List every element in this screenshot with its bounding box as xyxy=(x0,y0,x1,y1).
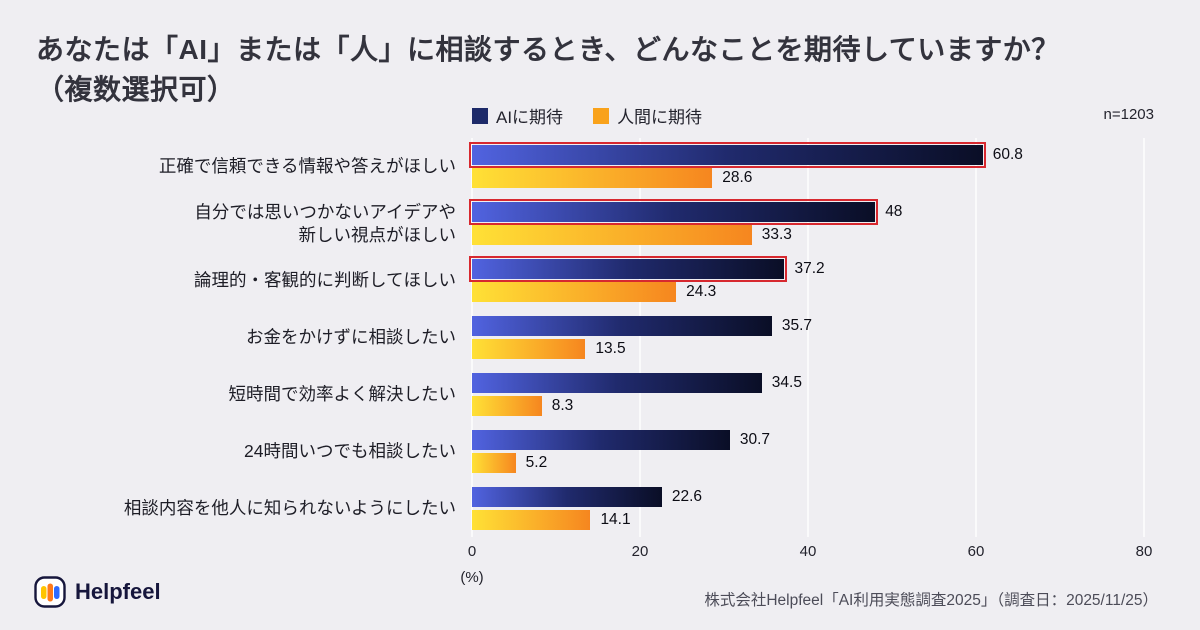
value-label: 24.3 xyxy=(686,283,717,300)
ai-bar xyxy=(472,487,662,507)
x-tick-label: 40 xyxy=(799,543,817,560)
human-bar-line: 14.1 xyxy=(472,510,1144,530)
legend-item: AIに期待 xyxy=(472,103,563,128)
category-label: 相談内容を他人に知られないようにしたい xyxy=(123,498,456,519)
x-axis: (%) 0 20 40 60 80 xyxy=(460,543,1152,593)
value-label: 8.3 xyxy=(551,397,574,414)
legend-swatch xyxy=(472,107,488,124)
chart-row: 24時間いつでも相談したい 30.7 5.2 xyxy=(0,423,1200,480)
ai-bar-line: 48 xyxy=(468,199,1144,225)
value-label: 30.7 xyxy=(739,431,771,448)
ai-bar xyxy=(469,142,986,168)
ai-bar-line: 35.7 xyxy=(472,316,1144,336)
ai-bar xyxy=(472,430,730,450)
legend-item: 人間に期待 xyxy=(593,103,702,128)
value-label: 22.6 xyxy=(671,488,702,505)
x-axis-unit: (%) xyxy=(460,569,484,586)
ai-bar-line: 34.5 xyxy=(472,373,1144,393)
page-title-line1: あなたは「AI」または「人」に相談するとき、どんなことを期待していますか？ xyxy=(36,34,1060,65)
category-label: 論理的・客観的に判断してほしい xyxy=(194,270,456,291)
chart-row: お金をかけずに相談したい 35.7 13.5 xyxy=(0,309,1200,366)
gridline xyxy=(1143,138,1145,537)
gridline xyxy=(639,138,641,537)
value-label: 60.8 xyxy=(992,146,1023,163)
category-label: 自分では思いつかないアイデアや 新しい視点がほしい xyxy=(194,201,456,245)
chart-legend: AIに期待 人間に期待 xyxy=(472,103,702,128)
gridline xyxy=(471,138,473,537)
human-bar xyxy=(472,282,677,302)
category-label: お金をかけずに相談したい xyxy=(246,327,456,348)
gridlines xyxy=(471,138,1145,537)
human-bar-line: 24.3 xyxy=(472,282,1144,302)
helpfeel-logo: Helpfeel xyxy=(34,576,161,608)
gridline xyxy=(975,138,977,537)
x-tick-label: 0 xyxy=(467,543,477,560)
human-bar-line: 28.6 xyxy=(472,168,1144,188)
chart-rows: 正確で信頼できる情報や答えがほしい 60.8 28.6 自分では思いつかないアイデアや… xyxy=(0,138,1200,537)
legend-swatch xyxy=(593,107,610,124)
value-label: 14.1 xyxy=(600,511,631,528)
human-bar-line: 13.5 xyxy=(472,339,1144,359)
human-bar-line: 8.3 xyxy=(472,396,1144,416)
category-label: 24時間いつでも相談したい xyxy=(244,441,456,462)
legend-label: 人間に期待 xyxy=(617,108,703,127)
human-bar xyxy=(472,339,586,359)
x-tick-label: 80 xyxy=(1135,543,1153,560)
page-title-line2: （複数選択可） xyxy=(36,73,236,105)
value-label: 33.3 xyxy=(761,226,792,243)
gridline xyxy=(807,138,809,537)
chart-row: 正確で信頼できる情報や答えがほしい 60.8 28.6 xyxy=(0,138,1200,195)
helpfeel-logo-text: Helpfeel xyxy=(75,579,161,604)
ai-bar xyxy=(472,316,772,336)
chart-row: 短時間で効率よく解決したい 34.5 8.3 xyxy=(0,366,1200,423)
value-label: 28.6 xyxy=(722,169,753,186)
category-label: 正確で信頼できる情報や答えがほしい xyxy=(158,156,456,177)
chart-row: 論理的・客観的に判断してほしい 37.2 24.3 xyxy=(0,252,1200,309)
ai-bar xyxy=(468,256,788,282)
sample-size-label: n=1203 xyxy=(1103,106,1154,123)
value-label: 13.5 xyxy=(595,340,626,357)
human-bar xyxy=(472,453,516,473)
ai-bar-line: 22.6 xyxy=(472,487,1144,507)
value-label: 5.2 xyxy=(525,454,548,471)
ai-bar-line: 60.8 xyxy=(469,142,1144,168)
legend-label: AIに期待 xyxy=(496,108,564,127)
human-bar xyxy=(472,510,591,530)
human-bar-line: 5.2 xyxy=(472,453,1144,473)
human-bar-line: 33.3 xyxy=(472,225,1144,245)
ai-bar xyxy=(468,199,879,225)
helpfeel-logo-icon xyxy=(34,576,66,608)
category-label: 短時間で効率よく解決したい xyxy=(228,384,457,405)
value-label: 37.2 xyxy=(794,260,825,277)
value-label: 35.7 xyxy=(781,317,813,334)
chart-row: 自分では思いつかないアイデアや 新しい視点がほしい 48 33.3 xyxy=(0,195,1200,252)
page-title: あなたは「AI」または「人」に相談するとき、どんなことを期待していますか？ （複… xyxy=(36,30,1166,110)
ai-bar xyxy=(472,373,762,393)
human-bar xyxy=(472,168,713,188)
source-caption: 株式会社Helpfeel「AI利用実態調査2025」（調査日：2025/11/2… xyxy=(704,592,1158,609)
ai-bar-line: 30.7 xyxy=(472,430,1144,450)
chart-row: 相談内容を他人に知られないようにしたい 22.6 14.1 xyxy=(0,480,1200,537)
value-label: 48 xyxy=(885,203,903,220)
value-label: 34.5 xyxy=(771,374,802,391)
human-bar xyxy=(472,225,752,245)
x-tick-label: 60 xyxy=(967,543,985,560)
ai-bar-line: 37.2 xyxy=(468,256,1144,282)
human-bar xyxy=(472,396,542,416)
x-tick-label: 20 xyxy=(631,543,649,560)
